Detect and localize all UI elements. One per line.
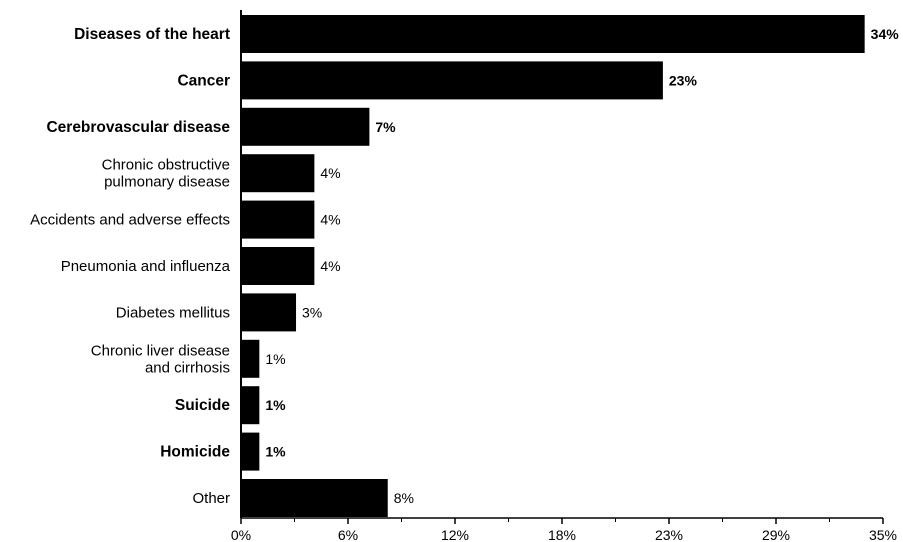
axes-group: 0% 6% 12% 18% 23% 29% 35% [231, 10, 897, 542]
bars-group [241, 15, 865, 517]
value-label-3: 4% [320, 165, 340, 181]
category-label-9: Homicide [160, 444, 230, 461]
x-tick-label-0: 0% [231, 527, 251, 542]
bar-4 [241, 200, 315, 239]
value-label-0: 34% [871, 26, 900, 42]
bar-3 [241, 154, 315, 193]
bar-10 [241, 479, 388, 517]
x-tick-label-4: 23% [655, 527, 683, 542]
value-label-6: 3% [302, 304, 322, 320]
x-tick-label-1: 6% [338, 527, 358, 542]
category-labels-group: Diseases of the heart Cancer Cerebrovascul… [30, 26, 230, 507]
x-tick-label-2: 12% [441, 527, 469, 542]
bar-8 [241, 386, 260, 425]
bar-2 [241, 107, 370, 146]
value-labels-group: 34% 23% 7% 4% 4% 4% 3% 1% 1% 1% 8% [265, 26, 899, 506]
value-label-1: 23% [669, 72, 698, 88]
bar-6 [241, 293, 297, 332]
category-label-0: Diseases of the heart [74, 26, 230, 43]
x-tick-label-6: 35% [869, 527, 897, 542]
category-label-8: Suicide [175, 397, 231, 414]
x-tick-label-5: 29% [762, 527, 790, 542]
category-label-4: Accidents and adverse effects [30, 212, 230, 229]
category-label-3: Chronic obstructive pulmonary disease [102, 157, 230, 191]
category-label-10: Other [192, 490, 230, 507]
bar-9 [241, 432, 260, 471]
x-tick-label-3: 18% [548, 527, 576, 542]
value-label-4: 4% [320, 212, 340, 228]
category-label-1: Cancer [177, 72, 230, 89]
bar-5 [241, 247, 315, 285]
value-label-10: 8% [394, 490, 414, 506]
category-label-7: Chronic liver disease and cirrhosis [91, 342, 230, 376]
category-label-6: Diabetes mellitus [116, 304, 230, 321]
value-label-5: 4% [320, 258, 340, 274]
value-label-2: 7% [375, 119, 396, 135]
value-label-8: 1% [265, 397, 286, 413]
bar-1 [241, 61, 663, 100]
category-label-2: Cerebrovascular disease [46, 119, 230, 136]
value-label-7: 1% [265, 351, 285, 367]
category-label-5: Pneumonia and influenza [61, 258, 231, 275]
value-label-9: 1% [265, 444, 286, 460]
bar-7 [241, 339, 260, 378]
bar-0 [241, 15, 865, 53]
